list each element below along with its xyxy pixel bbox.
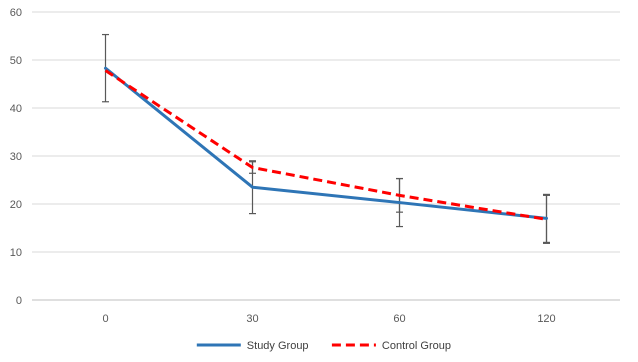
- y-tick-label: 50: [10, 55, 22, 67]
- legend-label: Study Group: [247, 340, 309, 352]
- x-axis-tick-labels: 0 30 60 120: [102, 313, 555, 325]
- x-tick-label: 30: [246, 313, 258, 325]
- legend-item: Control Group: [331, 340, 451, 352]
- series-line-control-group: [104, 69, 547, 221]
- legend-label: Control Group: [382, 340, 451, 352]
- legend: Study Group Control Group: [196, 340, 451, 352]
- y-tick-label: 0: [16, 295, 22, 307]
- x-tick-label: 0: [102, 313, 108, 325]
- y-tick-label: 40: [10, 103, 22, 115]
- y-tick-label: 60: [10, 7, 22, 19]
- x-tick-label: 60: [393, 313, 405, 325]
- y-axis-tick-labels: 0 10 20 30 40 50 60: [10, 7, 22, 307]
- y-tick-label: 20: [10, 199, 22, 211]
- x-tick-label: 120: [537, 313, 555, 325]
- y-tick-label: 30: [10, 151, 22, 163]
- grid-layer: [32, 11, 620, 301]
- y-tick-label: 10: [10, 247, 22, 259]
- legend-item: Study Group: [196, 340, 309, 352]
- series-line-study-group: [104, 66, 548, 220]
- series-lines: [104, 66, 548, 221]
